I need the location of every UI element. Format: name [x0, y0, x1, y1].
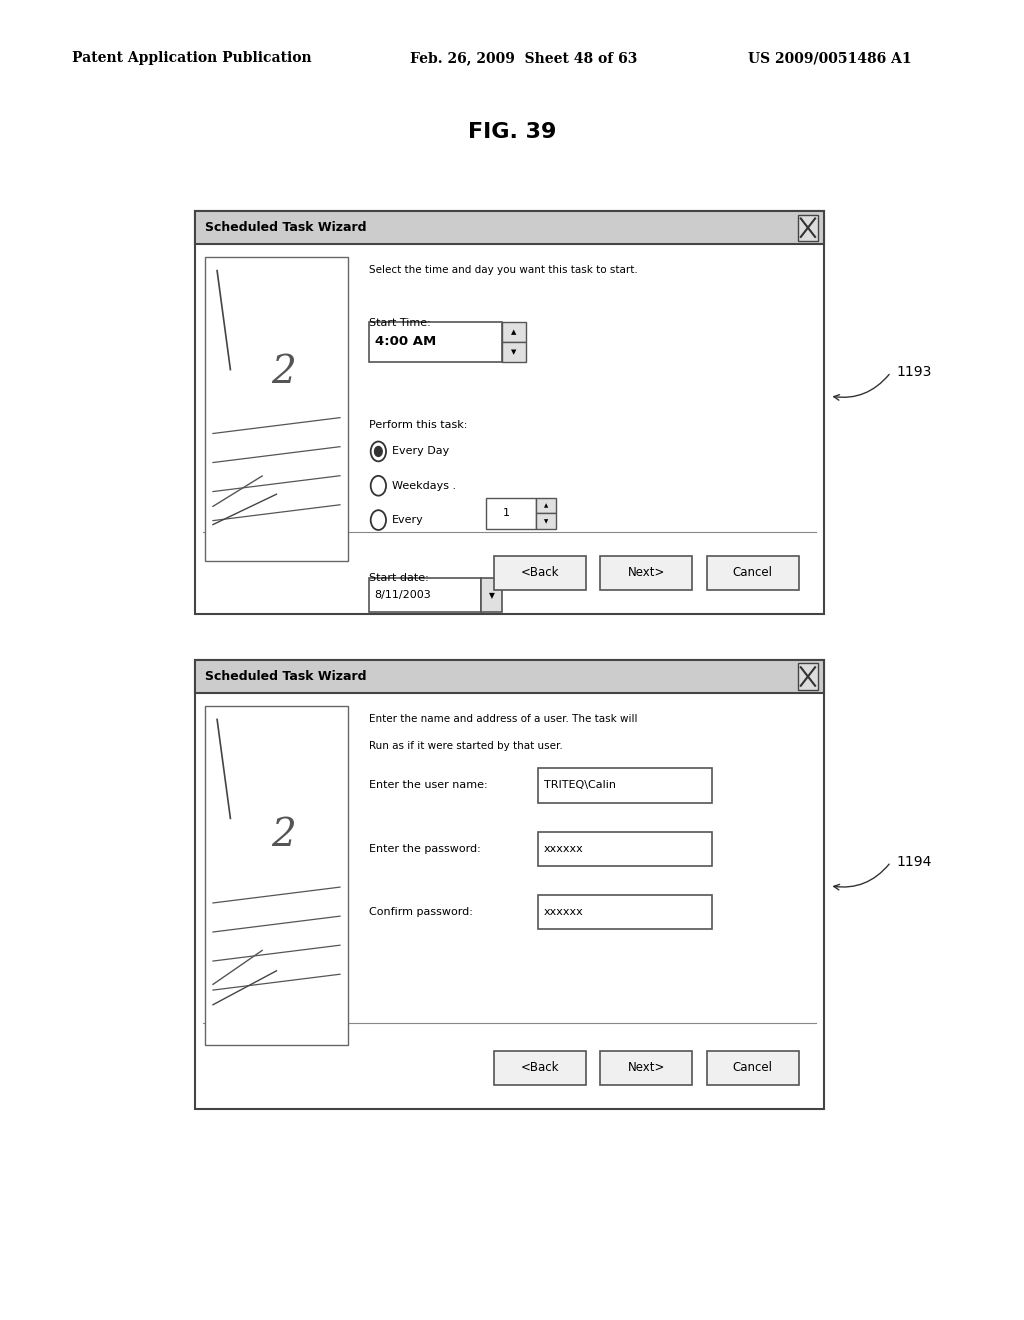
Bar: [538, 895, 712, 929]
Circle shape: [375, 446, 382, 457]
Text: ▼: ▼: [511, 348, 517, 355]
Text: Scheduled Task Wizard: Scheduled Task Wizard: [205, 222, 367, 234]
Text: ▲: ▲: [511, 329, 517, 335]
Bar: [205, 257, 348, 561]
Text: Select the time and day you want this task to start.: Select the time and day you want this ta…: [369, 265, 637, 276]
Text: <Back: <Back: [520, 566, 559, 579]
Bar: [502, 322, 526, 342]
Bar: [195, 211, 824, 244]
Bar: [205, 706, 348, 1045]
Text: Patent Application Publication: Patent Application Publication: [72, 51, 311, 65]
Bar: [600, 556, 692, 590]
Text: Every Day: Every Day: [392, 446, 450, 457]
Text: 2: 2: [271, 817, 296, 854]
Text: Enter the password:: Enter the password:: [369, 843, 480, 854]
Bar: [798, 214, 818, 242]
Text: <Back: <Back: [520, 1061, 559, 1074]
Text: xxxxxx: xxxxxx: [544, 843, 584, 854]
Text: FIG. 39: FIG. 39: [468, 121, 556, 143]
Text: Cancel: Cancel: [732, 1061, 773, 1074]
Text: 1: 1: [503, 508, 510, 519]
Bar: [195, 211, 824, 244]
Text: Start date:: Start date:: [369, 573, 428, 583]
Text: 1193: 1193: [896, 366, 932, 379]
Bar: [502, 342, 526, 362]
Text: 1194: 1194: [896, 855, 932, 869]
Bar: [205, 706, 348, 1045]
Bar: [494, 556, 586, 590]
Text: Confirm password:: Confirm password:: [369, 907, 472, 917]
Text: Perform this task:: Perform this task:: [369, 420, 467, 430]
Bar: [195, 660, 824, 693]
Text: Run as if it were started by that user.: Run as if it were started by that user.: [369, 741, 562, 751]
Bar: [369, 578, 481, 612]
Bar: [195, 660, 824, 693]
Text: Enter the name and address of a user. The task will: Enter the name and address of a user. Th…: [369, 714, 637, 725]
Bar: [195, 660, 824, 1109]
Text: Cancel: Cancel: [732, 566, 773, 579]
Text: 4:00 AM: 4:00 AM: [375, 335, 436, 348]
Text: Weekdays .: Weekdays .: [392, 480, 457, 491]
Bar: [486, 498, 536, 529]
Text: ▲: ▲: [544, 503, 548, 508]
Bar: [538, 768, 712, 803]
Bar: [369, 322, 502, 362]
Bar: [600, 1051, 692, 1085]
Text: 8/11/2003: 8/11/2003: [374, 590, 430, 601]
Bar: [536, 513, 556, 529]
Bar: [798, 664, 818, 689]
Bar: [536, 498, 556, 513]
Bar: [205, 257, 348, 561]
Text: US 2009/0051486 A1: US 2009/0051486 A1: [748, 51, 911, 65]
Text: ▼: ▼: [488, 591, 495, 599]
Text: Next>: Next>: [628, 566, 665, 579]
Text: xxxxxx: xxxxxx: [544, 907, 584, 917]
Bar: [707, 1051, 799, 1085]
Text: TRITEQ\Calin: TRITEQ\Calin: [544, 780, 615, 791]
Bar: [538, 832, 712, 866]
Text: 2: 2: [271, 354, 296, 391]
Text: Start Time:: Start Time:: [369, 318, 430, 329]
Text: Every: Every: [392, 515, 424, 525]
Bar: [707, 556, 799, 590]
Text: ▼: ▼: [544, 519, 548, 524]
Bar: [494, 1051, 586, 1085]
Bar: [195, 211, 824, 614]
Bar: [481, 578, 502, 612]
Text: Scheduled Task Wizard: Scheduled Task Wizard: [205, 671, 367, 682]
Text: Feb. 26, 2009  Sheet 48 of 63: Feb. 26, 2009 Sheet 48 of 63: [410, 51, 637, 65]
Text: Next>: Next>: [628, 1061, 665, 1074]
Text: Enter the user name:: Enter the user name:: [369, 780, 487, 791]
